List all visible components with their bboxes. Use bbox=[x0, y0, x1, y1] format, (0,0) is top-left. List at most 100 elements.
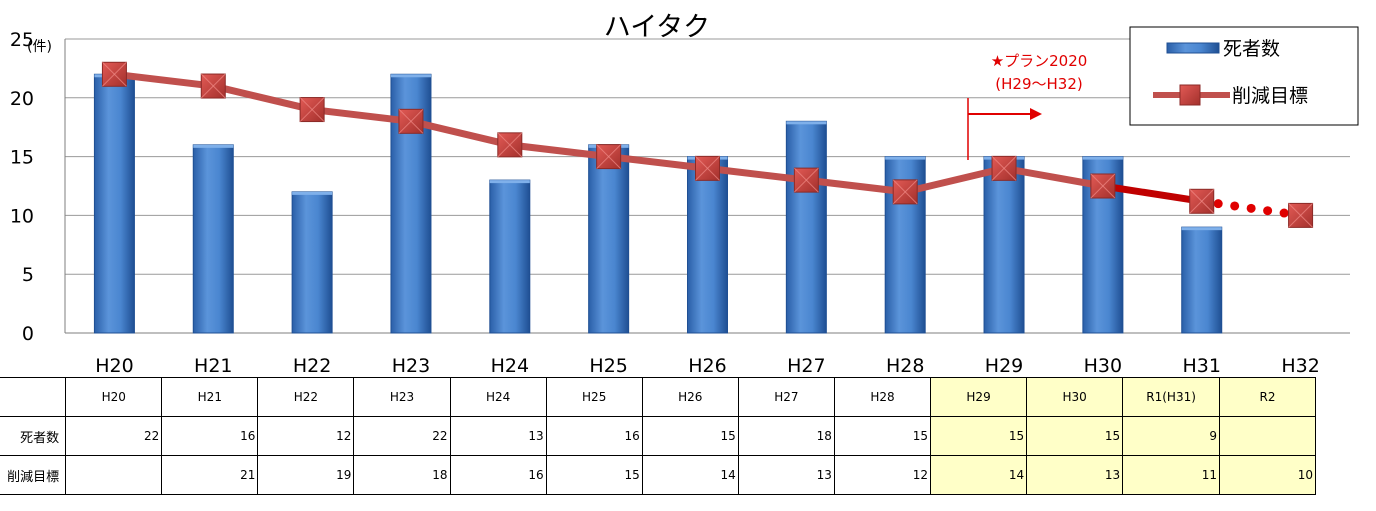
table-row: 死者数 22 16 12 22 13 16 15 18 15 15 15 9 bbox=[0, 416, 1316, 456]
chart-title: ハイタク bbox=[604, 12, 710, 43]
annotation-line2: (H29～H32) bbox=[995, 75, 1082, 93]
table-cell: 14 bbox=[930, 455, 1028, 495]
table-header-cell: H30 bbox=[1026, 377, 1124, 417]
y-axis-ticks: 0 5 10 15 20 25 bbox=[10, 29, 34, 345]
x-tick-label: H24 bbox=[491, 355, 529, 377]
line-point bbox=[1090, 173, 1116, 199]
line-point bbox=[596, 144, 622, 170]
unit-label: (件) bbox=[27, 39, 52, 55]
x-tick-label: H23 bbox=[392, 355, 430, 377]
bar bbox=[1181, 226, 1223, 334]
table-header-cell: H25 bbox=[545, 377, 643, 417]
bar bbox=[489, 179, 531, 334]
legend-label-deaths: 死者数 bbox=[1223, 38, 1280, 60]
line-series bbox=[101, 61, 1314, 228]
table-header-cell: H26 bbox=[641, 377, 739, 417]
plan-annotation: ★プラン2020 (H29～H32) bbox=[967, 52, 1088, 160]
table-header-cell: H22 bbox=[257, 377, 355, 417]
y-tick-label: 5 bbox=[22, 264, 34, 286]
bar bbox=[93, 73, 135, 334]
legend: 死者数 削減目標 bbox=[1129, 26, 1359, 126]
table-cell: 22 bbox=[353, 416, 451, 456]
table-cell: 15 bbox=[1026, 416, 1124, 456]
x-tick-label: H27 bbox=[787, 355, 825, 377]
target-dot bbox=[1246, 203, 1256, 213]
table-cell: 9 bbox=[1122, 416, 1220, 456]
table-cell: 13 bbox=[1026, 455, 1124, 495]
y-tick-label: 25 bbox=[10, 29, 34, 51]
x-tick-label: H20 bbox=[95, 355, 133, 377]
table-cell: 11 bbox=[1122, 455, 1220, 495]
table-cell: 21 bbox=[161, 455, 259, 495]
table-cell: 18 bbox=[737, 416, 835, 456]
target-dot bbox=[1263, 206, 1273, 216]
y-tick-label: 20 bbox=[10, 88, 34, 110]
x-tick-label: H21 bbox=[194, 355, 232, 377]
table-header-row: H20 H21 H22 H23 H24 H25 H26 H27 H28 H29 H30 R1(H31)… bbox=[0, 377, 1316, 417]
line-point bbox=[497, 132, 523, 158]
table-header-cell: H24 bbox=[449, 377, 547, 417]
table-row-label: 死者数 bbox=[0, 416, 67, 456]
bar bbox=[983, 156, 1025, 334]
x-axis-ticks: H20 H21 H22 H23 H24 H25 H26 H27 H28 H29 H30 H31 H32 bbox=[95, 355, 1320, 377]
table-cell: 19 bbox=[257, 455, 355, 495]
legend-line-marker bbox=[1179, 84, 1201, 106]
target-dot bbox=[1213, 199, 1223, 209]
x-tick-label: H22 bbox=[293, 355, 331, 377]
line-point bbox=[299, 97, 325, 123]
table-cell bbox=[1219, 416, 1316, 456]
table-cell: 10 bbox=[1219, 455, 1316, 495]
line-point bbox=[695, 155, 720, 181]
table-header-cell: R1(H31) bbox=[1122, 377, 1220, 417]
table-cell: 16 bbox=[449, 455, 547, 495]
table-cell: 15 bbox=[833, 416, 932, 456]
table-header-cell bbox=[0, 377, 67, 417]
table-cell: 14 bbox=[641, 455, 739, 495]
line-point bbox=[398, 108, 424, 134]
line-point bbox=[892, 179, 918, 205]
table-cell bbox=[65, 455, 163, 495]
bar bbox=[588, 144, 630, 334]
arrow-right-icon bbox=[1030, 108, 1042, 120]
table-cell: 16 bbox=[161, 416, 259, 456]
table-header-cell: H27 bbox=[737, 377, 835, 417]
table-cell: 13 bbox=[737, 455, 835, 495]
table-cell: 15 bbox=[545, 455, 643, 495]
table-row: 削減目標 21 19 18 16 15 14 13 12 14 13 11 10 bbox=[0, 455, 1316, 495]
table-header-cell: H20 bbox=[65, 377, 163, 417]
x-tick-label: H31 bbox=[1182, 355, 1220, 377]
line-point bbox=[793, 167, 819, 193]
x-tick-label: H30 bbox=[1084, 355, 1122, 377]
line-point bbox=[991, 155, 1017, 181]
y-tick-label: 10 bbox=[10, 205, 34, 227]
bar-series bbox=[93, 73, 1223, 334]
bar bbox=[291, 191, 333, 334]
table-row-label: 削減目標 bbox=[0, 455, 67, 495]
x-tick-label: H28 bbox=[886, 355, 924, 377]
line-point bbox=[1189, 188, 1215, 214]
table-cell: 22 bbox=[65, 416, 163, 456]
line-point bbox=[101, 61, 127, 87]
x-tick-label: H32 bbox=[1281, 355, 1319, 377]
x-tick-label: H26 bbox=[688, 355, 726, 377]
legend-bar-swatch bbox=[1166, 42, 1220, 54]
table-cell: 15 bbox=[641, 416, 739, 456]
table-header-cell: R2 bbox=[1219, 377, 1316, 417]
line-point bbox=[200, 73, 226, 99]
legend-label-target: 削減目標 bbox=[1232, 85, 1308, 107]
bar bbox=[687, 156, 728, 334]
x-tick-label: H29 bbox=[985, 355, 1023, 377]
table-cell: 12 bbox=[257, 416, 355, 456]
data-table: H20 H21 H22 H23 H24 H25 H26 H27 H28 H29 H30 R1(H31)… bbox=[0, 377, 1316, 495]
target-dot bbox=[1279, 208, 1289, 218]
table-cell: 18 bbox=[353, 455, 451, 495]
table-header-cell: H28 bbox=[833, 377, 932, 417]
y-tick-label: 15 bbox=[10, 147, 34, 169]
table-header-cell: H21 bbox=[161, 377, 259, 417]
target-line-segment bbox=[1102, 182, 1203, 205]
table-header-cell: H23 bbox=[353, 377, 451, 417]
line-point bbox=[1288, 202, 1314, 228]
bar bbox=[192, 144, 234, 334]
annotation-line1: ★プラン2020 bbox=[991, 52, 1088, 70]
table-header-cell: H29 bbox=[930, 377, 1028, 417]
